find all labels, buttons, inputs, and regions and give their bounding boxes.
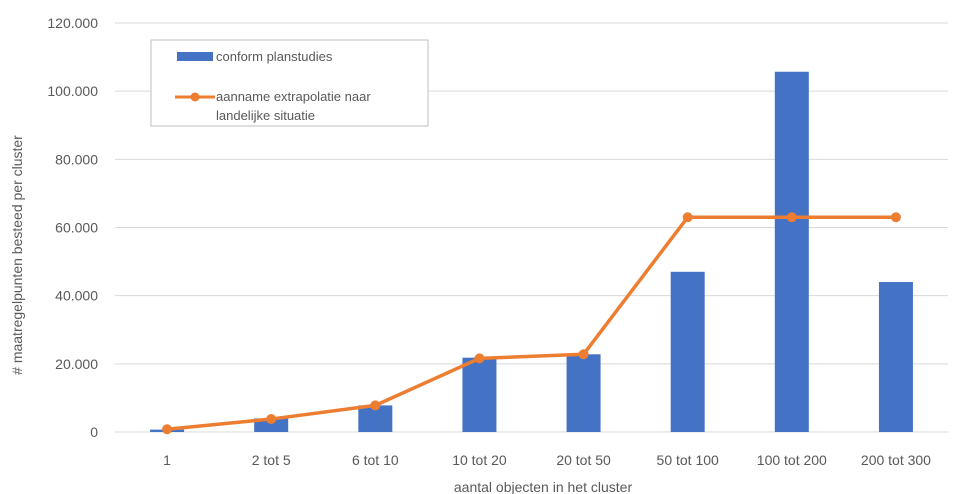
y-tick-label: 0 [90,424,98,440]
x-tick-label: 20 tot 50 [556,452,611,468]
line-point [162,424,173,435]
line-point [786,212,797,223]
x-tick-label: 10 tot 20 [452,452,507,468]
line-point [474,353,485,364]
y-tick-label: 20.000 [55,356,98,372]
x-tick-label: 100 tot 200 [757,452,827,468]
x-tick-label: 2 tot 5 [252,452,291,468]
line-point [266,414,277,425]
line-point [578,349,589,360]
legend: conform planstudies aanname extrapolatie… [150,39,429,127]
y-tick-label: 100.000 [47,83,98,99]
y-axis-title: # maatregelpunten besteed per cluster [9,135,25,375]
x-tick-label: 1 [163,452,171,468]
bar [566,354,601,432]
legend-bar-label: conform planstudies [216,49,333,64]
x-tick-label: 50 tot 100 [657,452,719,468]
legend-box [150,39,429,127]
y-tick-label: 60.000 [55,220,98,236]
line-series [162,212,901,435]
line-point [890,212,901,223]
legend-line-marker [190,92,200,102]
bar-series [150,71,913,432]
y-tick-label: 40.000 [55,288,98,304]
bar [254,418,289,432]
bar [878,282,913,432]
x-axis-tick-labels: 1 2 tot 5 6 tot 10 10 tot 20 20 tot 50 50 tot… [163,452,931,468]
x-tick-label: 200 tot 300 [861,452,931,468]
legend-line-label-line-2: landelijke situatie [216,108,315,123]
series-line [166,215,896,432]
y-tick-label: 80.000 [55,151,98,167]
line-point [370,400,381,411]
bar [670,271,705,432]
legend-line-label-line-1: aanname extrapolatie naar [216,89,371,104]
y-axis-tick-labels: 0 20.000 40.000 60.000 80.000 100.000 120.000 [47,15,98,440]
legend-line-label: aanname extrapolatie naar landelijke sit… [216,89,374,123]
x-tick-label: 6 tot 10 [352,452,399,468]
legend-bar-swatch [177,52,213,61]
line-point [682,212,693,223]
bar [774,71,809,432]
x-axis-title: aantal objecten in het cluster [454,479,633,494]
bar [462,357,497,432]
y-tick-label: 120.000 [47,15,98,31]
